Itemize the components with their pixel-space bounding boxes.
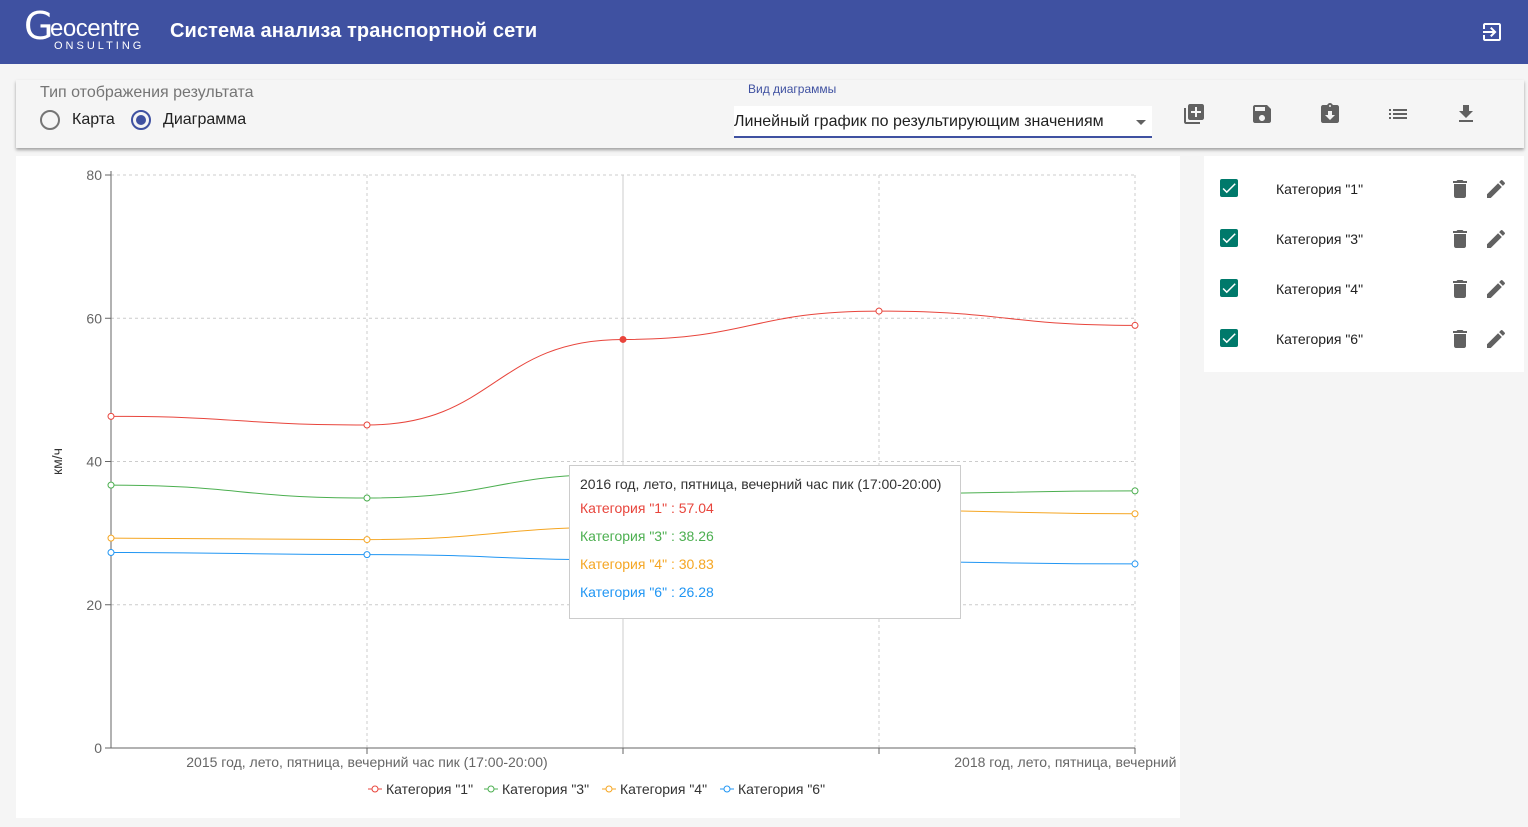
list-icon	[1389, 109, 1407, 119]
chevron-down-icon	[1136, 120, 1146, 125]
logout-icon[interactable]	[1480, 20, 1504, 44]
radio-map-circle[interactable]	[40, 110, 60, 130]
download-button[interactable]	[1452, 100, 1480, 128]
data-point	[1131, 510, 1139, 518]
category-row: Категория "1"	[1204, 164, 1524, 214]
data-point	[107, 548, 115, 556]
add-to-library-button[interactable]	[1180, 100, 1208, 128]
category-checkbox[interactable]	[1220, 329, 1238, 347]
category-label: Категория "6"	[1276, 331, 1364, 347]
list-button[interactable]	[1384, 100, 1412, 128]
check-icon	[1222, 233, 1236, 244]
data-point	[363, 494, 371, 502]
geocentre-logo: G eocentre ONSULTING	[24, 4, 152, 52]
delete-icon[interactable]	[1448, 277, 1472, 301]
x-tick-label: 2018 год, лето, пятница, вечерний час пи…	[954, 754, 1180, 770]
category-checkbox[interactable]	[1220, 179, 1238, 197]
chart-type-value: Линейный график по результирующим значен…	[734, 113, 1104, 130]
tooltip-row-4: Категория "4" : 30.83	[580, 556, 714, 572]
category-label: Категория "3"	[1276, 231, 1364, 247]
data-point	[875, 307, 883, 315]
radio-map-label: Карта	[72, 111, 115, 128]
check-icon	[1222, 283, 1236, 294]
tooltip-row-3: Категория "3" : 38.26	[580, 528, 714, 544]
delete-icon[interactable]	[1448, 177, 1472, 201]
data-point	[363, 421, 371, 429]
library-add-icon	[1184, 104, 1204, 124]
delete-icon[interactable]	[1448, 227, 1472, 251]
data-point	[1131, 321, 1139, 329]
category-checkbox[interactable]	[1220, 279, 1238, 297]
app-title: Система анализа транспортной сети	[170, 20, 538, 42]
edit-icon[interactable]	[1484, 277, 1508, 301]
logo-subtitle: ONSULTING	[54, 40, 145, 52]
save-icon	[1253, 105, 1271, 123]
legend-label: Категория "1"	[386, 781, 473, 797]
legend-label: Категория "4"	[620, 781, 707, 797]
y-tick-label: 40	[86, 454, 102, 470]
check-icon	[1222, 183, 1236, 194]
category-row: Категория "3"	[1204, 214, 1524, 264]
category-row: Категория "4"	[1204, 264, 1524, 314]
tooltip-title: 2016 год, лето, пятница, вечерний час пи…	[580, 476, 942, 492]
data-point	[107, 534, 115, 542]
logo-word: eocentre	[50, 15, 140, 42]
app-bar: G eocentre ONSULTING Система анализа тра…	[0, 0, 1528, 64]
radio-diagram[interactable]: Диаграмма	[131, 110, 246, 130]
check-icon	[1222, 333, 1236, 344]
data-point	[1131, 487, 1139, 495]
y-tick-label: 0	[94, 740, 102, 756]
result-toolbar: Тип отображения результата Карта Диаграм…	[16, 80, 1524, 148]
category-label: Категория "4"	[1276, 281, 1364, 297]
legend-swatch-dot	[723, 785, 731, 793]
y-tick-label: 20	[86, 597, 102, 613]
paste-button[interactable]	[1316, 100, 1344, 128]
result-type-label: Тип отображения результата	[40, 84, 254, 101]
chart-tooltip: 2016 год, лето, пятница, вечерний час пи…	[569, 465, 961, 619]
category-checkbox[interactable]	[1220, 229, 1238, 247]
legend-label: Категория "6"	[738, 781, 825, 797]
category-row: Категория "6"	[1204, 314, 1524, 364]
data-point	[619, 335, 627, 343]
y-tick-label: 80	[86, 167, 102, 183]
radio-diagram-circle[interactable]	[131, 110, 151, 130]
data-point	[363, 536, 371, 544]
category-panel: Категория "1" Категория "3" Категория "4…	[1204, 156, 1524, 372]
x-tick-label: 2015 год, лето, пятница, вечерний час пи…	[186, 754, 547, 770]
delete-icon[interactable]	[1448, 327, 1472, 351]
data-point	[363, 551, 371, 559]
clipboard-download-icon	[1321, 103, 1339, 123]
tooltip-row-6: Категория "6" : 26.28	[580, 584, 714, 600]
y-axis-label: км/ч	[49, 448, 65, 475]
chart-card: 0 20 40 60 80 2015 год, лето, пятница, вечерн…	[16, 156, 1180, 818]
legend-label: Категория "3"	[502, 781, 589, 797]
data-point	[107, 412, 115, 420]
edit-icon[interactable]	[1484, 227, 1508, 251]
logo-letter: G	[24, 4, 54, 48]
chart-type-label: Вид диаграммы	[748, 82, 837, 96]
download-icon	[1459, 105, 1473, 122]
data-point	[107, 481, 115, 489]
legend-swatch-dot	[605, 785, 613, 793]
category-label: Категория "1"	[1276, 181, 1364, 197]
tooltip-row-1: Категория "1" : 57.04	[580, 500, 714, 516]
legend-swatch-dot	[487, 785, 495, 793]
edit-icon[interactable]	[1484, 177, 1508, 201]
edit-icon[interactable]	[1484, 327, 1508, 351]
y-tick-label: 60	[86, 310, 102, 326]
chart-type-select[interactable]: Линейный график по результирующим значен…	[734, 106, 1152, 138]
data-point	[1131, 560, 1139, 568]
legend-swatch-dot	[371, 785, 379, 793]
save-button[interactable]	[1248, 100, 1276, 128]
radio-map[interactable]: Карта	[40, 110, 115, 130]
radio-diagram-label: Диаграмма	[163, 111, 247, 128]
line-chart: 0 20 40 60 80 2015 год, лето, пятница, вечерн…	[49, 167, 1180, 797]
